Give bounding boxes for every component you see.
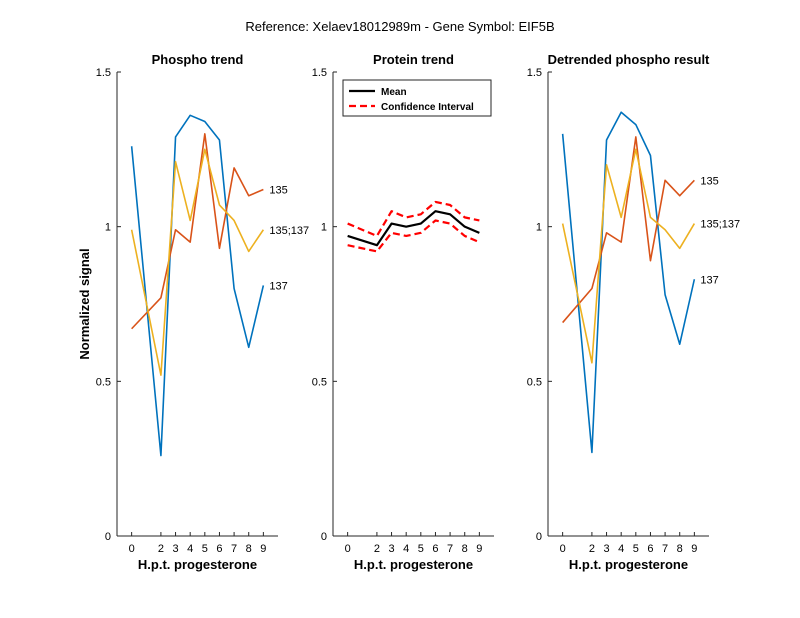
- series-line-135: [562, 136, 695, 324]
- series-line-mean: [347, 210, 480, 247]
- x-tick-label: 8: [677, 543, 683, 555]
- x-tick-label: 2: [158, 543, 164, 555]
- x-tick-label: 8: [462, 543, 468, 555]
- series-line-135-137: [561, 148, 696, 364]
- y-tick-label: 0: [536, 531, 542, 543]
- x-tick-label: 9: [260, 543, 266, 555]
- x-tick-label: 2: [374, 543, 380, 555]
- y-tick-label: 0.5: [527, 376, 542, 388]
- x-tick-label: 6: [216, 543, 222, 555]
- chart-legend: Mean Confidence Interval: [342, 79, 492, 117]
- y-tick-label: 1.5: [96, 67, 111, 79]
- panel-title: Detrended phospho result: [548, 52, 710, 67]
- x-tick-label: 3: [388, 543, 394, 555]
- y-tick-label: 0.5: [312, 376, 327, 388]
- x-tick-label: 2: [589, 543, 595, 555]
- chart-panel-3: 0 0.5 1 1.5 0 2 3 4 5 6 7 8 9 Detrended phospho resul…: [527, 52, 740, 572]
- y-tick-label: 0: [105, 531, 111, 543]
- legend-entry: Mean: [381, 87, 407, 98]
- x-tick-label: 4: [618, 543, 624, 555]
- x-tick-label: 0: [129, 543, 135, 555]
- figure-title: Reference: Xelaev18012989m - Gene Symbol…: [245, 19, 554, 34]
- y-tick-label: 0.5: [96, 376, 111, 388]
- y-tick-label: 1: [321, 222, 327, 234]
- legend-box: [342, 79, 492, 117]
- series-line-confidence-interval: [347, 219, 480, 253]
- series-end-label: 137: [700, 274, 718, 286]
- series-line-confidence-interval: [347, 200, 480, 238]
- series-line-135: [131, 133, 264, 330]
- x-tick-label: 7: [231, 543, 237, 555]
- x-tick-label: 6: [432, 543, 438, 555]
- x-axis-label: H.p.t. progesterone: [354, 557, 473, 572]
- x-tick-label: 5: [633, 543, 639, 555]
- series-line-137: [130, 114, 265, 457]
- chart-panel-1: 0 0.5 1 1.5 0 2 3 4 5 6 7 8 9 Phospho trend H.p.t. pro…: [77, 52, 309, 572]
- x-tick-label: 0: [560, 543, 566, 555]
- x-tick-label: 7: [447, 543, 453, 555]
- x-tick-label: 7: [662, 543, 668, 555]
- y-tick-label: 1: [105, 222, 111, 234]
- chart-panel-2: 0 0.5 1 1.5 0 2 3 4 5 6 7 8 9 Protein trend H.p.t. pro…: [312, 52, 494, 572]
- series-end-label: 135;137: [269, 225, 309, 237]
- legend-entry: Confidence Interval: [381, 102, 474, 113]
- y-tick-label: 1.5: [312, 67, 327, 79]
- x-tick-label: 0: [345, 543, 351, 555]
- panel-title: Protein trend: [373, 52, 454, 67]
- x-tick-label: 4: [403, 543, 409, 555]
- x-tick-label: 5: [418, 543, 424, 555]
- x-axis-label: H.p.t. progesterone: [138, 557, 257, 572]
- y-tick-label: 1.5: [527, 67, 542, 79]
- series-end-label: 135: [269, 185, 287, 197]
- series-end-label: 137: [269, 280, 287, 292]
- y-tick-label: 1: [536, 222, 542, 234]
- x-tick-label: 5: [202, 543, 208, 555]
- x-tick-label: 4: [187, 543, 193, 555]
- x-tick-label: 3: [172, 543, 178, 555]
- series-line-135-137: [130, 148, 265, 376]
- series-end-label: 135;137: [700, 219, 740, 231]
- x-tick-label: 3: [603, 543, 609, 555]
- series-line-137: [561, 111, 696, 454]
- panel-title: Phospho trend: [152, 52, 244, 67]
- series-end-label: 135: [700, 175, 718, 187]
- y-tick-label: 0: [321, 531, 327, 543]
- x-tick-label: 8: [246, 543, 252, 555]
- x-tick-label: 9: [476, 543, 482, 555]
- x-tick-label: 9: [691, 543, 697, 555]
- x-axis-label: H.p.t. progesterone: [569, 557, 688, 572]
- x-tick-label: 6: [647, 543, 653, 555]
- y-axis-label: Normalized signal: [77, 248, 92, 359]
